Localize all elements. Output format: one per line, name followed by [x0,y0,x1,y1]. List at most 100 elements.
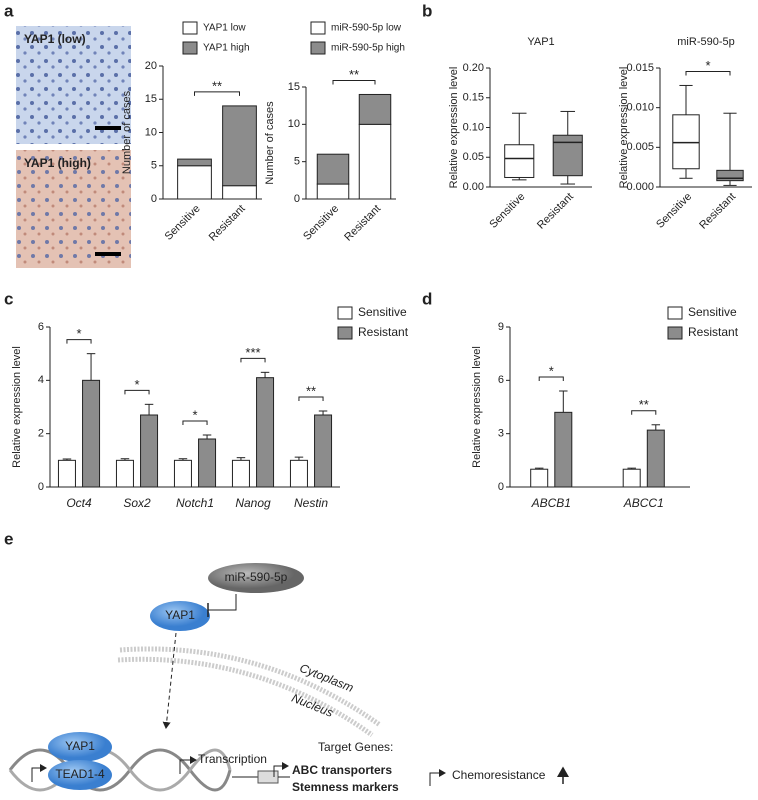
bar [646,429,665,488]
significance-bracket [298,396,324,401]
y-tick-label: 0 [498,481,504,493]
x-tick-label: Sox2 [123,496,151,510]
promoter-arrow [31,764,47,782]
x-tick-label: Resistant [535,191,576,232]
label: Transcription [198,752,267,766]
panel-label: d [422,289,432,308]
significance-bracket [124,389,150,395]
significance-label: * [549,363,554,378]
significance-label: ** [306,383,316,398]
y-axis-label: Relative expression level [618,67,630,189]
significance-bracket [182,420,208,425]
x-tick-label: ABCB1 [531,496,571,510]
dna-strand [8,748,232,792]
bar [256,377,275,488]
dna-strand [8,748,232,792]
label: ABC transporters [292,763,392,777]
node-label: YAP1 [65,739,95,753]
significance-label: * [76,326,81,341]
y-tick-label: 4 [38,374,44,386]
legend-swatch [310,21,326,35]
y-tick-label: 0.10 [463,121,484,133]
y-tick-label: 15 [145,93,157,105]
micrograph [16,26,131,144]
y-tick-label: 0.005 [626,141,654,153]
pathway-diagram: miR-590-5p YAP1 Cytoplasm Nucleus YAP1 T… [8,563,569,794]
node-label: miR-590-5p [225,570,288,584]
translocation-arrow [162,632,177,729]
legend-label: miR-590-5p high [331,43,405,54]
legend-label: miR-590-5p low [331,23,402,34]
y-tick-label: 0 [151,193,157,205]
chart-title: YAP1 [527,36,554,48]
y-axis-label: Relative expression level [11,346,23,468]
x-tick-label: ABCC1 [623,496,664,510]
bar [622,468,641,488]
y-tick-label: 5 [151,160,157,172]
x-tick-label: Nanog [235,496,271,510]
compartment-label: Nucleus [290,691,335,720]
y-tick-label: 0.015 [626,62,654,74]
x-tick-label: Sensitive [163,203,203,243]
y-tick-label: 10 [288,118,300,130]
promoter-arrow [179,756,197,774]
protein-node [48,760,112,790]
legend-label: Sensitive [358,305,407,319]
bar [140,414,159,488]
significance-label: ** [349,67,359,82]
box [672,114,700,170]
image-label: YAP1 (high) [24,156,91,170]
x-tick-label: Resistant [342,203,383,244]
panel-label: e [4,529,13,548]
significance-label: ** [212,78,222,93]
panel-label: c [4,289,13,308]
inhibition-line [208,594,237,611]
x-tick-label: Resistant [207,203,248,244]
significance-bracket [538,376,564,381]
node-label: TEAD1-4 [55,767,105,781]
bar [82,379,101,488]
x-tick-label: Nestin [294,496,328,510]
y-tick-label: 0.05 [463,151,484,163]
promoter-arrow [273,762,289,777]
bar-segment [222,185,257,200]
significance-label: * [705,58,710,73]
panel-label: a [4,1,14,20]
legend-label: YAP1 high [203,43,250,54]
significance-bracket [66,339,92,344]
legend-label: YAP1 low [203,23,246,34]
y-tick-label: 6 [38,321,44,333]
image-label: YAP1 (low) [24,32,86,46]
significance-bracket [332,79,376,85]
bar-segment [177,165,212,200]
y-tick-label: 10 [145,126,157,138]
legend-swatch [182,41,198,55]
membrane [119,646,382,728]
significance-label: *** [245,345,260,360]
bar [231,459,250,488]
label: Chemoresistance [452,768,546,782]
legend-label: Resistant [688,325,739,339]
bar-segment [177,158,212,167]
y-axis-label: Number of cases [264,101,276,185]
gene-box [257,770,279,784]
y-tick-label: 15 [288,81,300,93]
y-tick-label: 6 [498,374,504,386]
y-tick-label: 0.15 [463,92,484,104]
y-tick-label: 2 [38,428,44,440]
protein-node [48,732,112,762]
promoter-arrow [429,769,446,786]
bar-segment [358,93,392,125]
y-axis-label: Relative expression level [448,67,460,189]
significance-bracket [240,357,266,363]
y-tick-label: 3 [498,428,504,440]
y-tick-label: 5 [294,156,300,168]
bar [198,438,217,488]
bar [173,459,192,488]
significance-label: ** [639,397,649,412]
micrograph [16,150,131,268]
significance-label: * [134,377,139,392]
significance-bracket [194,91,240,96]
box [716,169,744,182]
